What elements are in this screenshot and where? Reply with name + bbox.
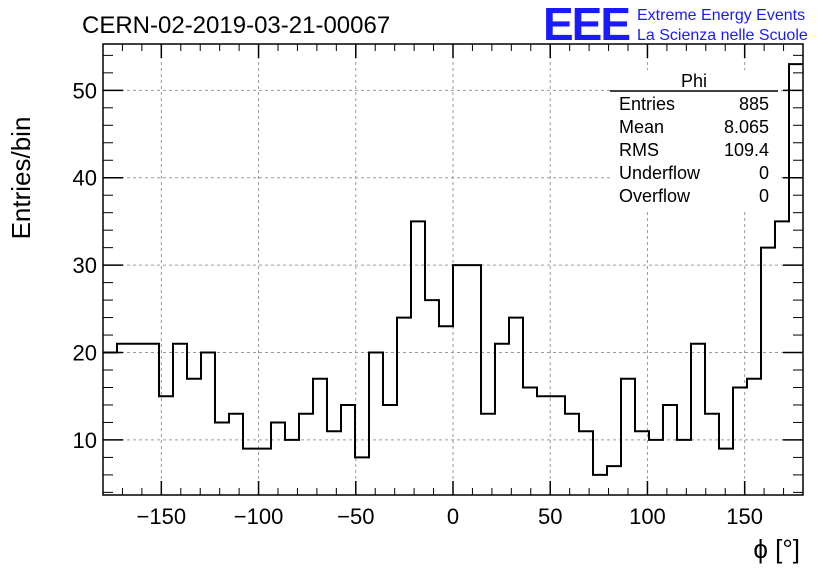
stats-box-background [610,70,778,210]
x-tick-label: 150 [726,504,763,529]
stats-label-overflow: Overflow [619,186,691,206]
x-tick-label: −150 [137,504,187,529]
y-tick-label: 10 [73,428,97,453]
stats-label-underflow: Underflow [619,163,701,183]
eee-logo-mark: EEE [543,0,629,50]
stats-label-mean: Mean [619,117,664,137]
x-tick-label: −50 [337,504,374,529]
stats-value-mean: 8.065 [724,117,769,137]
y-tick-label: 40 [73,166,97,191]
stats-title: Phi [681,71,707,91]
histogram-line [103,63,803,476]
x-tick-label: 100 [629,504,666,529]
x-tick-label: −100 [234,504,284,529]
stats-value-overflow: 0 [759,186,769,206]
stats-value-entries: 885 [739,94,769,114]
stats-label-rms: RMS [619,140,659,160]
axis-ticks [103,44,803,495]
stats-label-entries: Entries [619,94,675,114]
stats-box: Phi Entries 885 Mean 8.065 RMS 109.4 Und… [610,70,778,210]
logo-line-1: Extreme Energy Events [637,7,805,24]
y-tick-label: 50 [73,78,97,103]
y-tick-label: 20 [73,341,97,366]
x-tick-label: 0 [447,504,459,529]
x-axis-title: ϕ [°] [753,534,800,564]
tick-labels: −150 −100 −50 0 50 100 150 10 20 30 40 50 [73,78,764,529]
stats-value-rms: 109.4 [724,140,769,160]
logo-line-2: La Scienza nelle Scuole [637,27,808,44]
chart-title: CERN-02-2019-03-21-00067 [82,12,390,39]
y-axis-title: Entries/bin [6,117,36,240]
stats-value-underflow: 0 [759,163,769,183]
x-tick-label: 50 [538,504,562,529]
y-tick-label: 30 [73,253,97,278]
